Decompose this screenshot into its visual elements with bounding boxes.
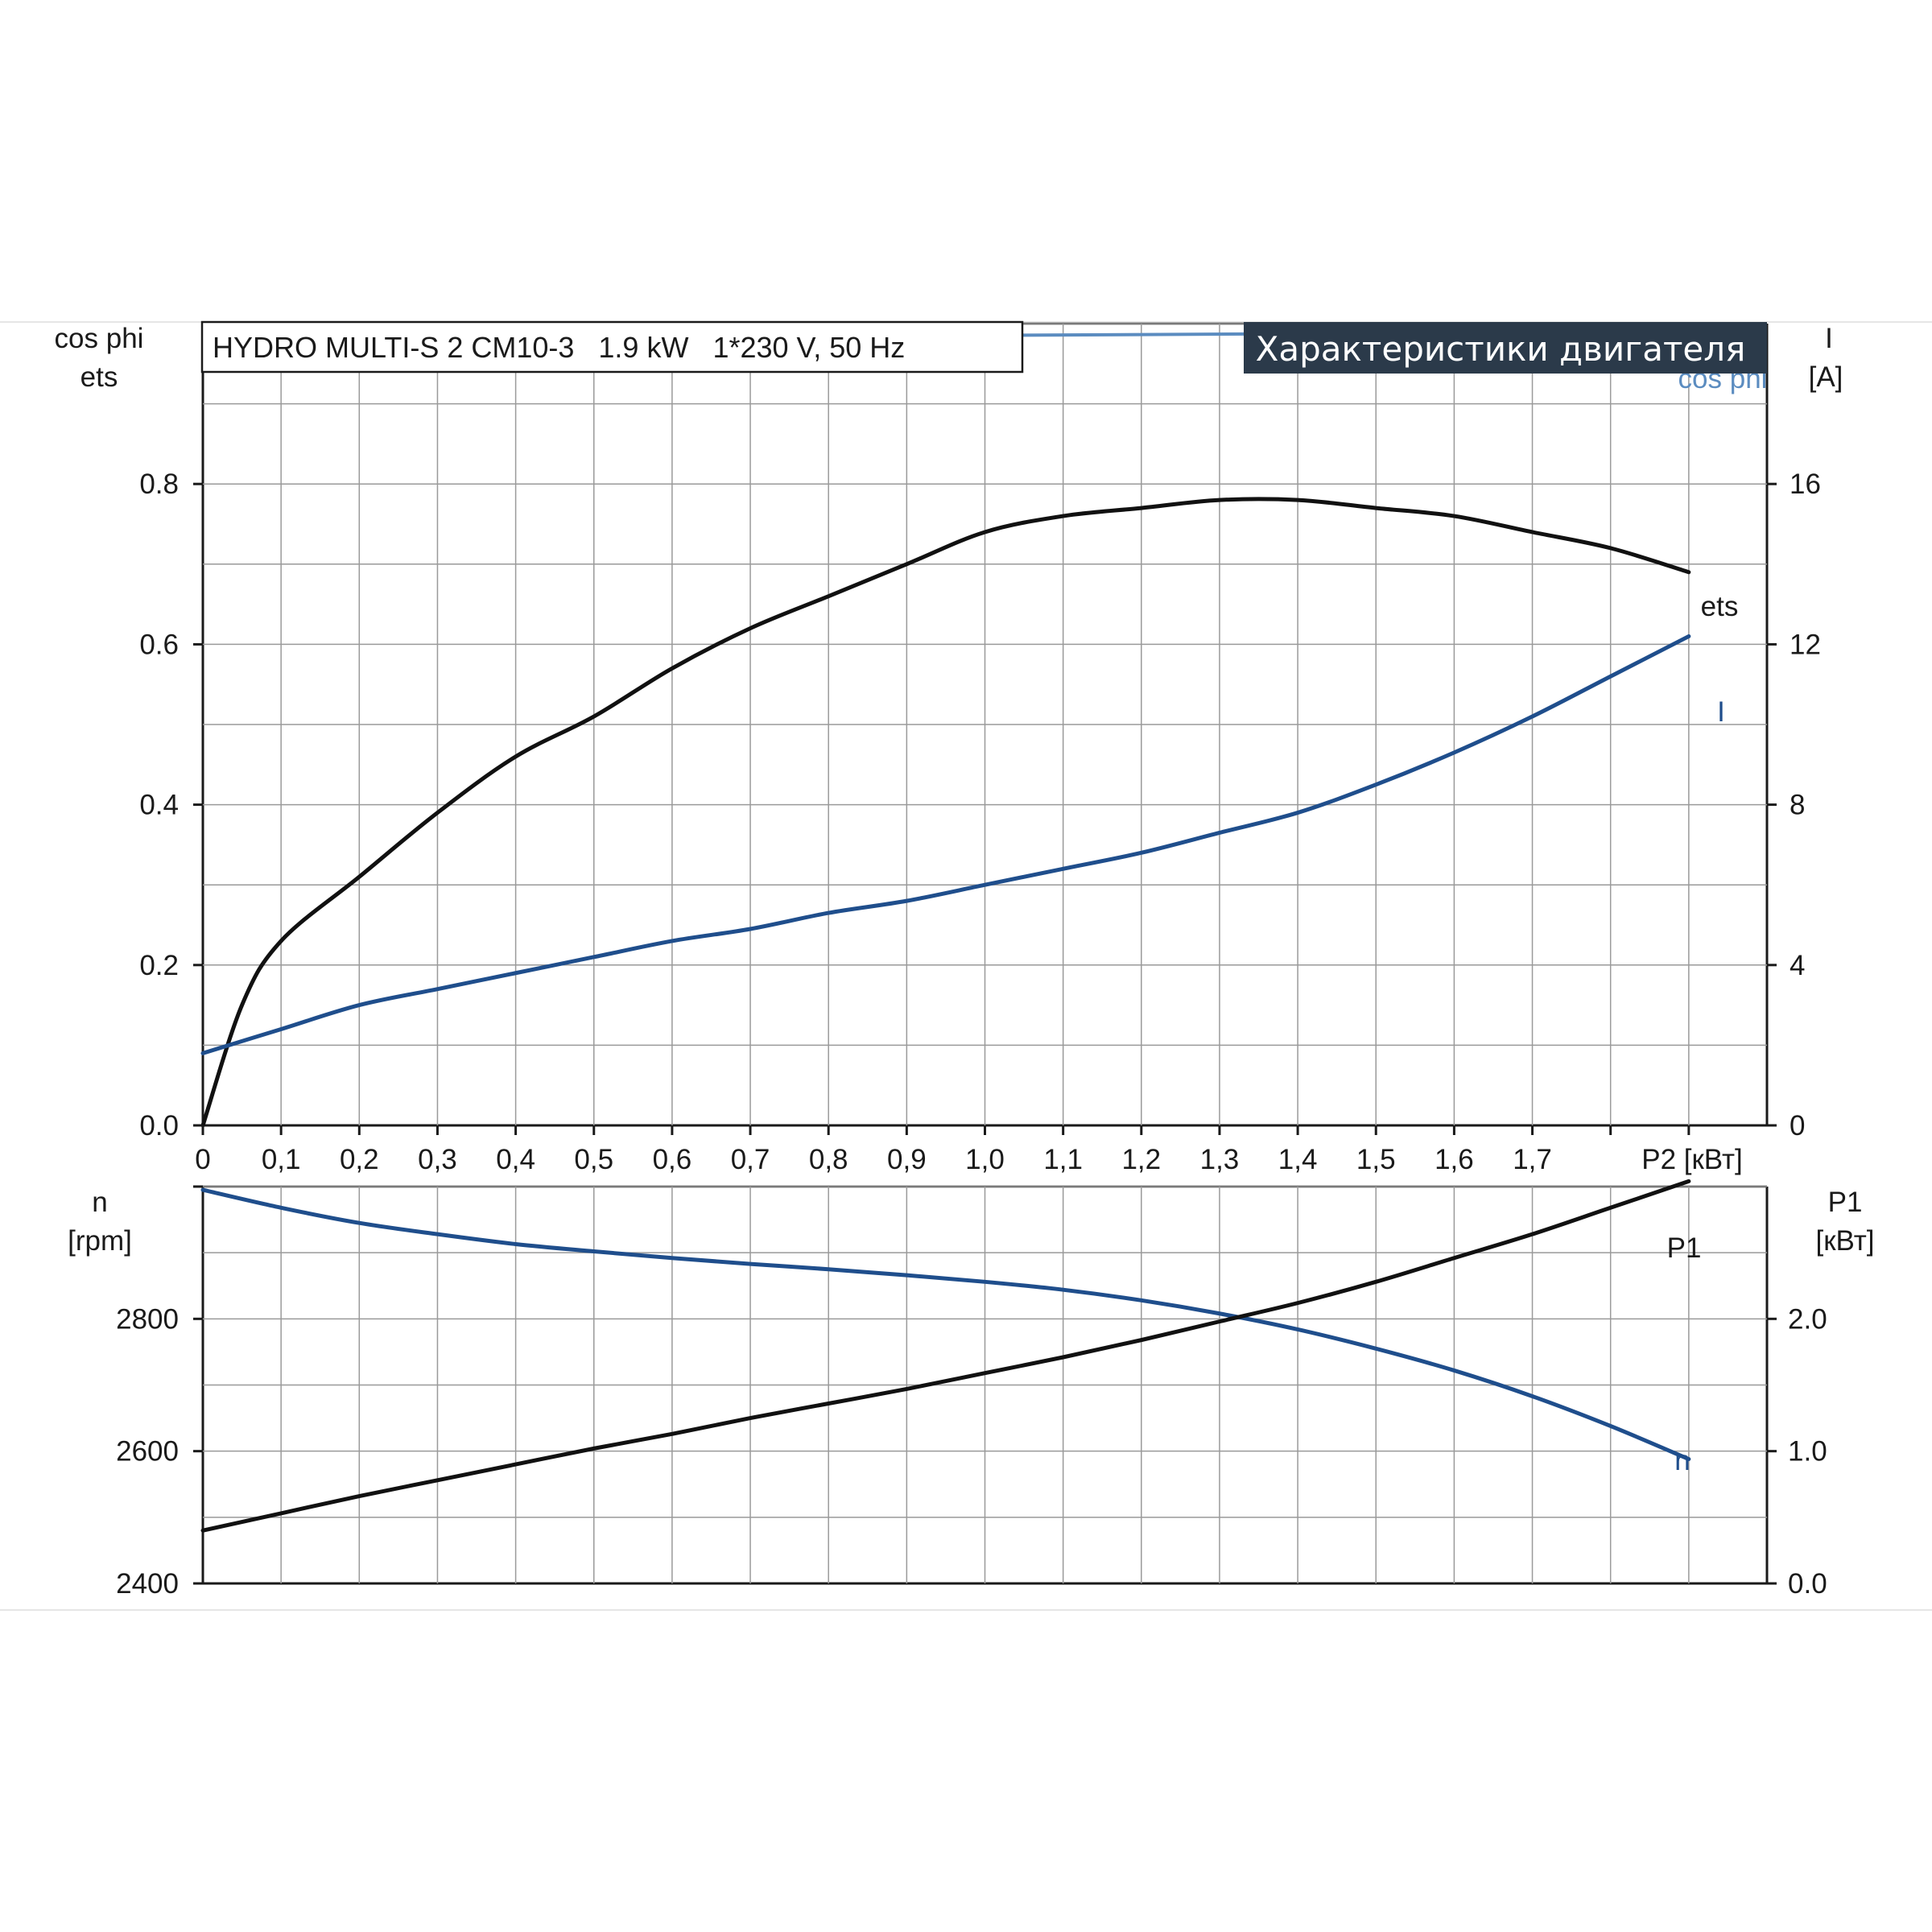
top-right-tick-label: 12 bbox=[1790, 629, 1821, 660]
x-tick-label: 1,4 bbox=[1278, 1144, 1318, 1175]
bottom-right-tick-label: 2.0 bbox=[1788, 1303, 1827, 1335]
right-axis-label-a: [A] bbox=[1809, 361, 1843, 393]
background bbox=[0, 321, 1932, 1611]
right-axis-label-kw: [кВт] bbox=[1816, 1225, 1875, 1257]
x-tick-label: 0,5 bbox=[574, 1144, 613, 1175]
x-axis-label: P2 [кВт] bbox=[1641, 1144, 1743, 1175]
top-series-i bbox=[200, 634, 1691, 1055]
x-tick-label: 0 bbox=[195, 1144, 210, 1175]
top-left-tick-label: 0.0 bbox=[139, 1110, 179, 1141]
left-axis-label-cosphi: cos phi bbox=[55, 323, 144, 354]
top-series-ets bbox=[200, 497, 1691, 1128]
bottom-left-tick-label: 2800 bbox=[116, 1303, 179, 1335]
x-tick-label: 0,4 bbox=[496, 1144, 535, 1175]
bottom-plot-grid bbox=[201, 1185, 1769, 1585]
bottom-plot-series bbox=[200, 1179, 1691, 1533]
top-right-tick-label: 16 bbox=[1790, 469, 1821, 500]
x-tick-label: 1,0 bbox=[965, 1144, 1005, 1175]
top-left-tick-label: 0.4 bbox=[139, 790, 179, 821]
bottom-left-tick-label: 2400 bbox=[116, 1568, 179, 1600]
top-right-tick-label: 0 bbox=[1790, 1110, 1805, 1141]
model-box bbox=[200, 320, 1024, 374]
bottom-right-tick-label: 1.0 bbox=[1788, 1436, 1827, 1468]
top-axis-labels: cos phi ets I [A] P2 [кВт] bbox=[55, 323, 1843, 1175]
top-left-tick-label: 0.2 bbox=[139, 950, 179, 981]
top-left-tick-label: 0.8 bbox=[139, 469, 179, 500]
left-axis-label-ets: ets bbox=[80, 361, 118, 393]
top-right-tick-label: 8 bbox=[1790, 790, 1805, 821]
x-tick-label: 1,3 bbox=[1200, 1144, 1240, 1175]
left-axis-label-n: n bbox=[92, 1187, 107, 1218]
title-badge bbox=[1244, 322, 1767, 374]
series-label-ets: ets bbox=[1701, 591, 1739, 622]
x-tick-label: 1,6 bbox=[1435, 1144, 1474, 1175]
tick-labels: 0.0 0.2 0.4 0.6 0.8 0 4 8 12 16 0 0,1 0,2 0,3 0,4 0,5 0,… bbox=[116, 469, 1827, 1600]
bottom-series-p1 bbox=[200, 1179, 1691, 1533]
top-plot-grid bbox=[201, 322, 1769, 1127]
x-tick-label: 0,1 bbox=[262, 1144, 301, 1175]
x-tick-label: 1,1 bbox=[1043, 1144, 1083, 1175]
x-tick-label: 1,7 bbox=[1513, 1144, 1552, 1175]
series-label-i: I bbox=[1717, 696, 1725, 728]
x-tick-label: 0,7 bbox=[731, 1144, 770, 1175]
series-labels: ets I cos phi P1 n bbox=[1667, 363, 1768, 1476]
top-right-tick-label: 4 bbox=[1790, 950, 1805, 981]
top-left-tick-label: 0.6 bbox=[139, 629, 179, 660]
right-axis-label-p1: P1 bbox=[1828, 1187, 1863, 1218]
title-badge-text: Характеристики двигателя bbox=[1256, 329, 1746, 369]
left-axis-label-rpm: [rpm] bbox=[68, 1225, 132, 1257]
bottom-left-tick-label: 2600 bbox=[116, 1436, 179, 1468]
x-tick-label: 0,9 bbox=[887, 1144, 927, 1175]
bottom-right-tick-label: 0.0 bbox=[1788, 1568, 1827, 1600]
x-tick-label: 0,8 bbox=[809, 1144, 848, 1175]
header: HYDRO MULTI-S 2 CM10-3 1.9 kW 1*230 V, 5… bbox=[200, 320, 1767, 374]
x-tick-label: 0,3 bbox=[418, 1144, 457, 1175]
bottom-series-n bbox=[200, 1187, 1691, 1462]
model-title: HYDRO MULTI-S 2 CM10-3 1.9 kW 1*230 V, 5… bbox=[213, 331, 905, 364]
x-tick-label: 1,5 bbox=[1356, 1144, 1396, 1175]
series-label-n: n bbox=[1674, 1445, 1690, 1476]
top-plot-series bbox=[200, 329, 1691, 1128]
x-tick-label: 0,6 bbox=[653, 1144, 692, 1175]
x-tick-label: 0,2 bbox=[340, 1144, 379, 1175]
series-label-p1: P1 bbox=[1667, 1232, 1702, 1264]
x-tick-label: 1,2 bbox=[1121, 1144, 1161, 1175]
bottom-axis-labels: n [rpm] P1 [кВт] bbox=[68, 1187, 1874, 1257]
right-axis-label-i: I bbox=[1825, 323, 1833, 354]
